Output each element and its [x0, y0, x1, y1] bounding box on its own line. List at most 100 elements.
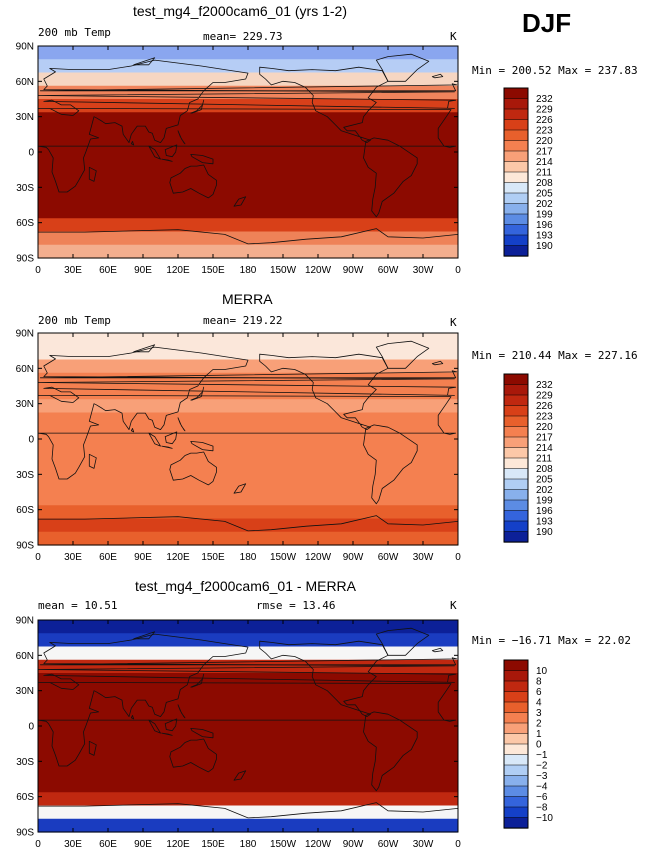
colorbar-label: 6 [536, 687, 542, 698]
panel2-center-label: mean= 219.22 [203, 314, 283, 327]
colorbar-label: 232 [536, 94, 553, 105]
colorbar-1: 2322292262232202172142112082052021991961… [503, 87, 553, 257]
field-band [38, 739, 458, 754]
coastline [39, 370, 458, 379]
colorbar-swatch [503, 245, 529, 257]
colorbar-label: 214 [536, 157, 553, 168]
panel2-minmax: Min = 210.44 Max = 227.16 [472, 349, 638, 362]
y-tick-label: 30S [16, 470, 34, 481]
colorbar-label: 211 [536, 454, 552, 465]
coastline [148, 145, 161, 160]
x-tick-label: 0 [35, 265, 41, 276]
colorbar-swatch [503, 119, 529, 131]
colorbar-swatch [503, 224, 529, 236]
field-band [38, 386, 458, 400]
field-band [38, 191, 458, 206]
panel2-title: MERRA [222, 291, 273, 307]
x-tick-label: 90E [134, 552, 152, 563]
colorbar-label: 211 [536, 168, 552, 179]
colorbar-label: 4 [536, 698, 542, 709]
field-band [38, 165, 458, 180]
x-tick-label: 60E [99, 265, 117, 276]
field-band [38, 138, 458, 153]
x-tick-label: 180 [240, 265, 257, 276]
x-tick-label: 150E [201, 265, 225, 276]
coastline [375, 627, 430, 656]
colorbar-swatch [503, 468, 529, 480]
colorbar-label: 223 [536, 126, 553, 137]
field-band [38, 231, 458, 246]
x-tick-label: 150E [201, 552, 225, 563]
colorbar-swatch [503, 764, 529, 777]
colorbar-swatch [503, 817, 529, 829]
coastline [37, 633, 457, 767]
colorbar-swatch [503, 161, 529, 173]
field-band [38, 792, 458, 807]
field-band [38, 805, 458, 820]
x-tick-label: 180 [240, 552, 257, 563]
field-band [38, 492, 458, 506]
colorbar-label: 199 [536, 210, 553, 221]
field-band [38, 646, 458, 661]
x-tick-label: 0 [35, 552, 41, 563]
colorbar-swatch [503, 87, 529, 100]
coastline [161, 445, 173, 449]
colorbar-swatch [503, 182, 529, 194]
colorbar-swatch [503, 213, 529, 226]
coastline [130, 715, 135, 720]
colorbar-swatch [503, 108, 529, 121]
x-tick-label: 150W [270, 839, 297, 850]
field-band [38, 125, 458, 140]
colorbar-label: 10 [536, 666, 548, 677]
colorbar-label: −1 [536, 750, 548, 761]
x-tick-label: 60E [99, 839, 117, 850]
coastline [259, 353, 389, 431]
field-band [38, 112, 458, 127]
colorbar-swatch [503, 478, 529, 491]
coastline [161, 732, 173, 736]
colorbar-swatch [503, 171, 529, 184]
x-tick-label: 90E [134, 839, 152, 850]
y-tick-label: 90S [16, 828, 34, 839]
colorbar-label: 214 [536, 443, 553, 454]
y-tick-label: 0 [28, 722, 34, 733]
x-tick-label: 0 [455, 265, 461, 276]
field-band [38, 726, 458, 740]
colorbar-swatch [503, 426, 529, 438]
colorbar-swatch [503, 520, 529, 533]
x-tick-label: 60W [378, 839, 399, 850]
season-label: DJF [522, 8, 572, 38]
x-tick-label: 30W [413, 265, 434, 276]
field-band [38, 686, 458, 701]
colorbar-label: 226 [536, 115, 553, 126]
x-tick-label: 30E [64, 552, 82, 563]
colorbar-label: 226 [536, 401, 553, 412]
coastline [130, 427, 135, 433]
coastline [133, 344, 156, 353]
coastline [169, 451, 217, 486]
x-tick-label: 180 [240, 839, 257, 850]
field-band [38, 152, 458, 166]
field-band [38, 205, 458, 219]
panel1-units: K [450, 30, 457, 43]
coastline [363, 424, 418, 505]
coastline [177, 417, 186, 432]
y-tick-label: 60N [16, 651, 34, 662]
x-tick-label: 120W [305, 552, 332, 563]
x-tick-label: 60E [99, 552, 117, 563]
colorbar-swatch [503, 722, 529, 735]
y-tick-label: 60S [16, 218, 34, 229]
field-band [38, 673, 458, 687]
panel1-title: test_mg4_f2000cam6_01 (yrs 1-2) [133, 3, 347, 19]
coastline [164, 431, 178, 445]
panel1-center-label: mean= 229.73 [203, 30, 283, 43]
x-tick-label: 90W [343, 839, 364, 850]
colorbar-swatch [503, 405, 529, 417]
coastline [259, 66, 389, 144]
coastline [164, 144, 178, 158]
colorbar-label: −4 [536, 782, 548, 793]
y-tick-label: 30N [16, 686, 34, 697]
field-band [38, 346, 458, 361]
colorbar-swatch [503, 785, 529, 798]
